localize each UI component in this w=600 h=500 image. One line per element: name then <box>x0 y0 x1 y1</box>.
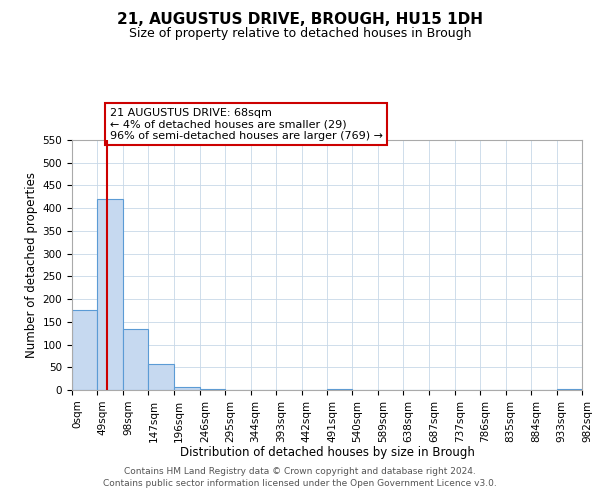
Bar <box>200 388 225 390</box>
Bar <box>123 328 148 390</box>
Text: Contains HM Land Registry data © Crown copyright and database right 2024.
Contai: Contains HM Land Registry data © Crown c… <box>103 466 497 487</box>
Bar <box>174 387 200 390</box>
Bar <box>148 364 174 390</box>
Text: 21, AUGUSTUS DRIVE, BROUGH, HU15 1DH: 21, AUGUSTUS DRIVE, BROUGH, HU15 1DH <box>117 12 483 28</box>
Text: Size of property relative to detached houses in Brough: Size of property relative to detached ho… <box>129 28 471 40</box>
Bar <box>557 389 582 390</box>
Bar <box>72 310 97 390</box>
Text: 21 AUGUSTUS DRIVE: 68sqm
← 4% of detached houses are smaller (29)
96% of semi-de: 21 AUGUSTUS DRIVE: 68sqm ← 4% of detache… <box>110 108 383 141</box>
Bar <box>327 389 352 390</box>
X-axis label: Distribution of detached houses by size in Brough: Distribution of detached houses by size … <box>179 446 475 459</box>
Y-axis label: Number of detached properties: Number of detached properties <box>25 172 38 358</box>
Bar <box>97 199 123 390</box>
